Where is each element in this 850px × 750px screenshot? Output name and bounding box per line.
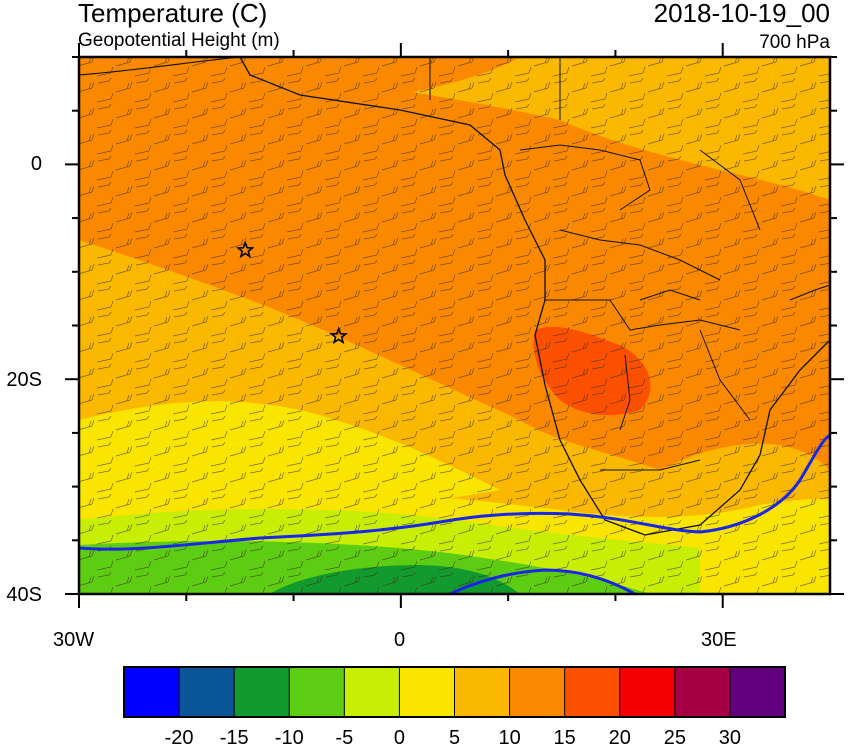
colorbar-swatch xyxy=(564,666,621,718)
colorbar-label: 5 xyxy=(448,727,461,749)
colorbar-swatch xyxy=(178,666,236,718)
colorbar-swatch xyxy=(674,666,731,718)
country-borders xyxy=(429,57,761,471)
lon-label-0: 0 xyxy=(394,629,406,651)
colorbar-swatch xyxy=(123,666,181,718)
colorbar-label: -20 xyxy=(164,727,194,749)
colorbar-swatch xyxy=(509,666,566,718)
chart-subtitle: Geopotential Height (m) xyxy=(78,30,280,51)
pressure-level: 700 hPa xyxy=(759,32,830,53)
lon-label-30w: 30W xyxy=(53,629,95,651)
colorbar-swatch xyxy=(288,666,346,718)
lat-label-40s: 40S xyxy=(6,584,42,606)
colorbar-label: 30 xyxy=(718,727,742,749)
colorbar-label: 10 xyxy=(498,727,521,749)
colorbar-label: 20 xyxy=(608,727,631,749)
colorbar-label: 25 xyxy=(663,727,686,749)
colorbar-frame xyxy=(123,666,786,718)
coastline-madagascar xyxy=(789,284,830,301)
temperature-field xyxy=(79,57,830,594)
colorbar-swatch xyxy=(398,666,456,718)
star-marker-2 xyxy=(329,326,348,345)
colorbar-label: -10 xyxy=(274,727,304,749)
lon-label-30e: 30E xyxy=(701,629,737,651)
chart-title: Temperature (C) xyxy=(78,0,268,28)
colorbar-swatch xyxy=(343,666,401,718)
coastline-north xyxy=(79,57,241,76)
colorbar-swatch xyxy=(729,666,786,718)
colorbar-label: 15 xyxy=(553,727,576,749)
valid-datetime: 2018-10-19_00 xyxy=(653,0,830,28)
colorbar-label: -15 xyxy=(219,727,249,749)
station-markers xyxy=(236,240,348,345)
colorbar-swatch xyxy=(454,666,511,718)
colorbar-swatch xyxy=(233,666,291,718)
axis-ticks xyxy=(65,43,844,608)
coastline-africa xyxy=(239,57,830,536)
colorbar xyxy=(123,666,786,718)
colorbar-swatch xyxy=(619,666,676,718)
colorbar-label: 0 xyxy=(393,727,405,749)
star-marker-1 xyxy=(236,240,255,259)
lat-label-20s: 20S xyxy=(6,369,42,391)
lat-label-0: 0 xyxy=(30,153,42,175)
contour-3060m xyxy=(449,568,636,594)
contour-3120m xyxy=(79,433,830,551)
colorbar-label: -5 xyxy=(335,727,354,749)
